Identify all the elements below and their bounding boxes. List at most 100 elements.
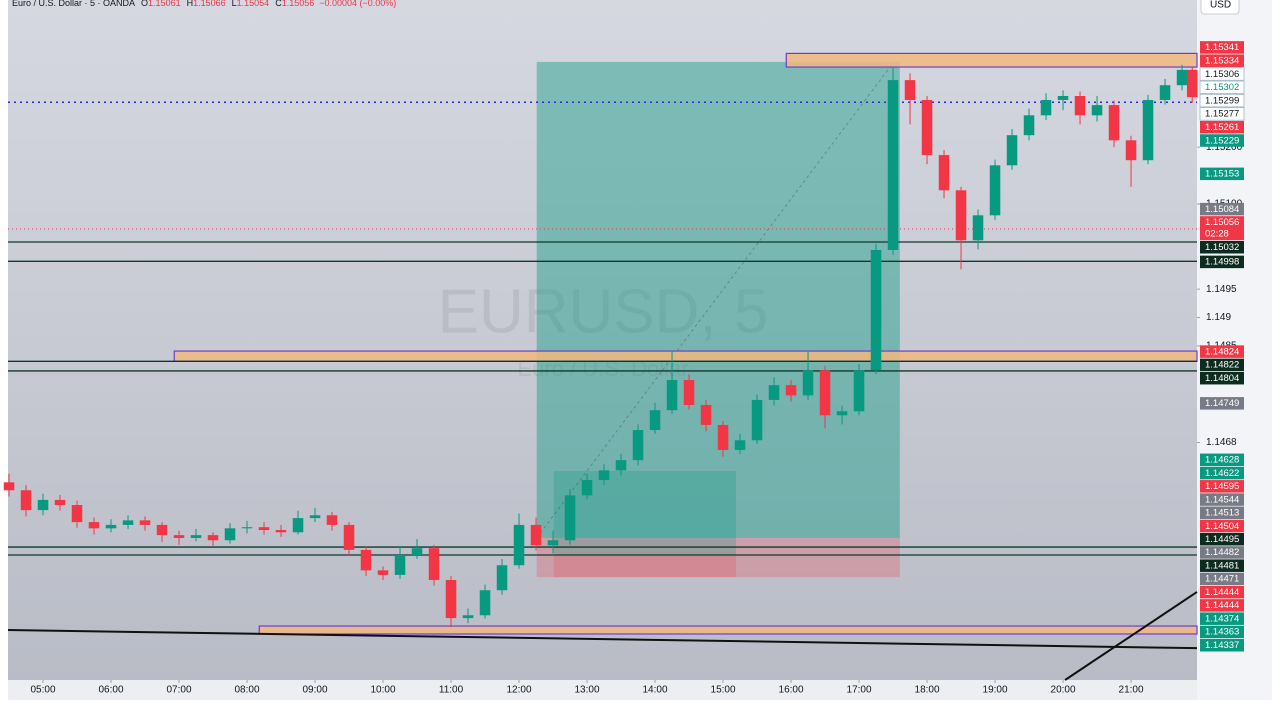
- candle-body: [360, 549, 372, 571]
- x-tick-label: 12:00: [507, 685, 532, 696]
- price-badge-label: 1.15302: [1205, 82, 1239, 93]
- price-badge: [1200, 493, 1244, 506]
- x-tick-label: 05:00: [31, 685, 56, 696]
- price-badge: [1200, 519, 1244, 533]
- candle-body: [853, 370, 865, 412]
- candle-body: [1091, 105, 1103, 116]
- candle-body: [1023, 115, 1035, 136]
- candle-body: [122, 520, 134, 525]
- currency: USD: [1210, 0, 1231, 11]
- price-badge-label: 1.14544: [1205, 494, 1239, 505]
- price-badge-label: 1.15306: [1205, 69, 1239, 80]
- price-badge-label: 1.14374: [1205, 613, 1239, 624]
- candle-body: [1040, 99, 1052, 116]
- candle-body: [156, 524, 168, 536]
- price-badge-label: 1.14824: [1205, 346, 1239, 357]
- price-badge: [1200, 585, 1244, 599]
- candle-body: [496, 565, 508, 591]
- candle-body: [1057, 96, 1069, 100]
- price-badge: [1200, 120, 1244, 134]
- candle-body: [462, 615, 474, 619]
- candle-body: [139, 520, 151, 525]
- candle-body: [190, 535, 202, 538]
- position-filled-loss: [553, 554, 736, 578]
- candle-body: [1125, 140, 1137, 161]
- ohlc-value: 1.15066: [193, 0, 226, 8]
- candle-body: [564, 495, 576, 541]
- ohlc-key: L: [232, 0, 237, 8]
- price-badge-label: 1.14504: [1205, 521, 1239, 532]
- price-badge-label: 1.15084: [1205, 204, 1239, 215]
- price-badge: [1200, 453, 1244, 467]
- price-badge-label: 1.14444: [1205, 600, 1239, 611]
- candle-body: [734, 440, 746, 450]
- candle-body: [88, 522, 100, 529]
- x-tick-label: 18:00: [915, 685, 940, 696]
- price-badge: [1199, 80, 1245, 94]
- price-badge: [1200, 572, 1244, 586]
- candle-body: [530, 524, 542, 546]
- price-badge-label: 1.14363: [1205, 627, 1239, 638]
- candle-body: [258, 527, 270, 531]
- supply-zone: [173, 350, 1198, 362]
- price-badge: [1200, 358, 1244, 372]
- symbol-header: Euro / U.S. Dollar · 5 · OANDA O1.15061 H1…: [12, 0, 396, 8]
- candle-body: [445, 580, 457, 619]
- change: −0.00004 (−0.00%): [319, 0, 396, 8]
- candle-body: [972, 215, 984, 241]
- candle-body: [547, 540, 559, 546]
- candle-body: [938, 155, 950, 191]
- candle-body: [241, 527, 253, 529]
- price-badge: [1200, 466, 1244, 480]
- candle-body: [921, 99, 933, 156]
- price-badge-label: 1.14822: [1205, 360, 1239, 371]
- candle-body: [292, 518, 304, 533]
- x-tick-label: 21:00: [1119, 685, 1144, 696]
- candle-body: [224, 528, 236, 541]
- countdown: 02:28: [1205, 229, 1229, 240]
- candle-body: [819, 370, 831, 416]
- x-tick-label: 13:00: [575, 685, 600, 696]
- price-badge: [1200, 345, 1244, 358]
- candle-body: [955, 190, 967, 241]
- candle-body: [54, 499, 66, 506]
- price-badge: [1200, 255, 1244, 269]
- candle-body: [377, 570, 389, 575]
- x-tick-label: 09:00: [303, 685, 328, 696]
- plot-background: [8, 0, 1197, 680]
- price-badge-label: 1.14595: [1205, 481, 1239, 492]
- price-badge: [1199, 93, 1245, 108]
- ohlc-value: 1.15061: [148, 0, 181, 8]
- candle-body: [343, 524, 355, 550]
- axes: 05:00 06:00 07:00 08:00 09:00 10:00 11:00 12:00…: [31, 41, 1245, 696]
- candle-body: [309, 515, 321, 519]
- price-badge: [1200, 397, 1244, 410]
- price-badge: [1200, 41, 1244, 54]
- price-badge-label: 1.14495: [1205, 534, 1239, 545]
- price-badge: [1200, 532, 1244, 546]
- candle-body: [20, 490, 32, 511]
- position-profit: [536, 61, 900, 538]
- candle-body: [428, 548, 440, 581]
- candle-body: [411, 548, 423, 556]
- ohlc-key: C: [275, 0, 282, 8]
- candle-body: [1159, 85, 1171, 100]
- candle-body: [207, 535, 219, 541]
- price-badge: [1200, 639, 1244, 652]
- currency-button[interactable]: [1200, 0, 1240, 15]
- x-tick-label: 10:00: [371, 685, 396, 696]
- price-badge-label: 1.14998: [1205, 257, 1239, 268]
- price-badge: [1200, 216, 1244, 241]
- candle-body: [1006, 135, 1018, 166]
- x-tick-label: 07:00: [167, 685, 192, 696]
- candle-body: [71, 505, 83, 523]
- candle-body: [666, 380, 678, 411]
- candle-body: [649, 410, 661, 431]
- candle-body: [615, 460, 627, 471]
- price-badge-label: 1.15334: [1205, 55, 1239, 66]
- drawings: EURUSD, 5Euro / U.S. Dollar: [7, 52, 1198, 681]
- x-tick-label: 06:00: [99, 685, 124, 696]
- candle-body: [632, 430, 644, 461]
- y-tick-label: 1.15200: [1206, 142, 1243, 153]
- supply-zone: [785, 52, 1198, 68]
